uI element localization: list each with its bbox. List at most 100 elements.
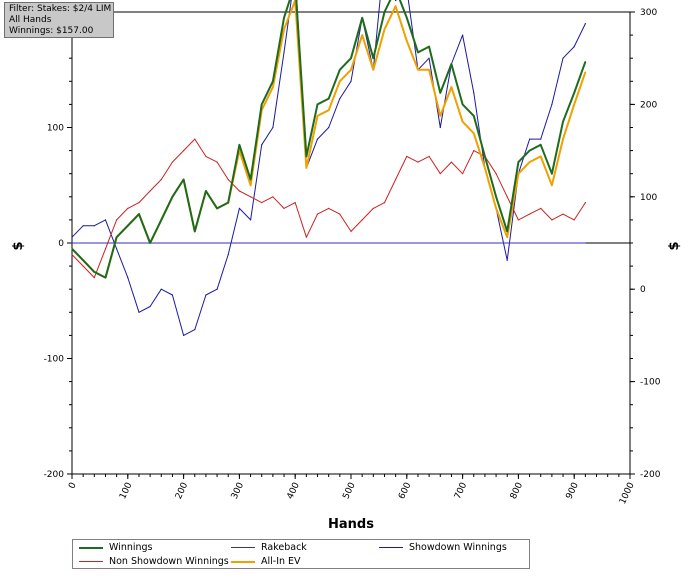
data-point-all-in-ev [417, 69, 419, 71]
data-point-non-showdown-winnings [372, 207, 374, 209]
data-point-non-showdown-winnings [104, 248, 107, 250]
data-point-winnings [238, 144, 240, 146]
data-point-showdown-winnings [339, 98, 341, 100]
data-point-showdown-winnings [71, 236, 73, 238]
data-point-showdown-winnings [328, 126, 330, 129]
y-tick-label-right: -200 [640, 470, 661, 480]
data-point-non-showdown-winnings [216, 161, 218, 163]
data-point-non-showdown-winnings [350, 230, 352, 232]
data-point-winnings [216, 207, 218, 209]
data-point-winnings [183, 178, 185, 181]
data-point-winnings [205, 190, 207, 192]
data-point-all-in-ev [372, 69, 374, 71]
data-point-winnings [450, 63, 452, 65]
data-point-all-in-ev [462, 121, 464, 123]
data-point-non-showdown-winnings [562, 213, 564, 215]
legend-label-showdown: Showdown Winnings [409, 542, 507, 553]
legend-item-winnings: Winnings [79, 542, 153, 553]
data-point-rakeback [71, 242, 73, 244]
data-point-showdown-winnings [562, 57, 564, 59]
data-point-all-in-ev [328, 109, 330, 111]
data-point-showdown-winnings [529, 138, 531, 140]
data-point-non-showdown-winnings [171, 161, 173, 163]
data-point-non-showdown-winnings [540, 207, 542, 209]
y-tick-label-right: 100 [640, 193, 657, 203]
data-point-showdown-winnings [116, 248, 118, 250]
data-point-all-in-ev [584, 71, 587, 73]
data-point-winnings [484, 155, 486, 157]
data-point-non-showdown-winnings [160, 178, 162, 181]
data-point-showdown-winnings [227, 254, 229, 256]
data-point-non-showdown-winnings [406, 155, 408, 157]
data-point-showdown-winnings [216, 288, 218, 290]
data-point-winnings [127, 225, 129, 227]
data-point-all-in-ev [361, 34, 363, 36]
data-point-non-showdown-winnings [473, 150, 475, 152]
y-tick-label-left: -100 [44, 355, 65, 365]
x-tick-label: 600 [397, 481, 413, 501]
data-point-winnings [439, 92, 441, 94]
x-tick-label: 1000 [618, 481, 637, 506]
data-point-non-showdown-winnings [328, 207, 330, 209]
data-point-winnings [428, 46, 430, 48]
data-point-non-showdown-winnings [261, 202, 263, 204]
data-point-non-showdown-winnings [93, 277, 95, 279]
y-tick-label-left: -200 [44, 470, 65, 480]
data-point-all-in-ev [406, 40, 408, 42]
data-point-showdown-winnings [127, 277, 129, 279]
data-point-all-in-ev [339, 80, 341, 82]
data-point-all-in-ev [495, 207, 497, 209]
data-point-non-showdown-winnings [551, 219, 553, 221]
data-point-non-showdown-winnings [462, 173, 464, 175]
data-point-winnings [171, 196, 173, 198]
filter-winnings: Winnings: $157.00 [9, 26, 94, 36]
data-point-non-showdown-winnings [395, 178, 397, 181]
data-point-winnings [562, 121, 564, 123]
data-point-non-showdown-winnings [305, 236, 307, 238]
legend-label-non-showdown: Non Showdown Winnings [109, 556, 229, 567]
legend-item-non-showdown: Non Showdown Winnings [79, 556, 229, 567]
legend-swatch-winnings [79, 546, 103, 549]
x-tick-label: 0 [67, 481, 79, 491]
x-tick-label: 400 [286, 481, 302, 501]
data-point-showdown-winnings [82, 225, 84, 227]
data-point-showdown-winnings [171, 294, 173, 296]
data-point-winnings [406, 17, 408, 19]
data-point-showdown-winnings [160, 288, 162, 290]
data-point-winnings [272, 80, 274, 82]
data-point-winnings [104, 277, 107, 279]
data-point-non-showdown-winnings [506, 196, 508, 198]
data-point-winnings [160, 219, 162, 221]
data-point-all-in-ev [439, 115, 441, 117]
data-point-all-in-ev [272, 86, 274, 88]
data-point-winnings [417, 51, 419, 54]
series-lines [71, 0, 587, 336]
legend-item-rakeback: Rakeback [231, 542, 307, 553]
data-point-winnings [584, 61, 587, 63]
x-tick-label: 100 [118, 481, 134, 501]
data-point-winnings [138, 213, 140, 215]
y-tick-label-left: 0 [58, 239, 64, 249]
x-tick-label: 200 [174, 481, 190, 501]
data-point-showdown-winnings [462, 34, 464, 36]
data-point-winnings [339, 69, 341, 71]
data-point-winnings [529, 150, 531, 152]
data-point-non-showdown-winnings [149, 190, 151, 192]
data-point-winnings [116, 236, 118, 238]
data-point-non-showdown-winnings [294, 202, 296, 204]
legend-swatch-allin-ev [231, 560, 255, 563]
data-point-all-in-ev [562, 138, 564, 140]
legend-swatch-non-showdown [79, 561, 103, 562]
data-point-winnings [250, 178, 252, 181]
data-point-winnings [540, 144, 542, 146]
legend-swatch-showdown [379, 547, 403, 548]
data-point-showdown-winnings [316, 138, 319, 140]
data-point-non-showdown-winnings [450, 161, 452, 163]
x-tick-label: 300 [230, 481, 246, 501]
data-point-showdown-winnings [138, 311, 140, 313]
x-tick-label: 900 [565, 481, 581, 501]
data-point-winnings [149, 242, 151, 244]
data-point-showdown-winnings [238, 207, 240, 209]
data-point-all-in-ev [506, 236, 508, 238]
data-point-non-showdown-winnings [573, 219, 575, 221]
